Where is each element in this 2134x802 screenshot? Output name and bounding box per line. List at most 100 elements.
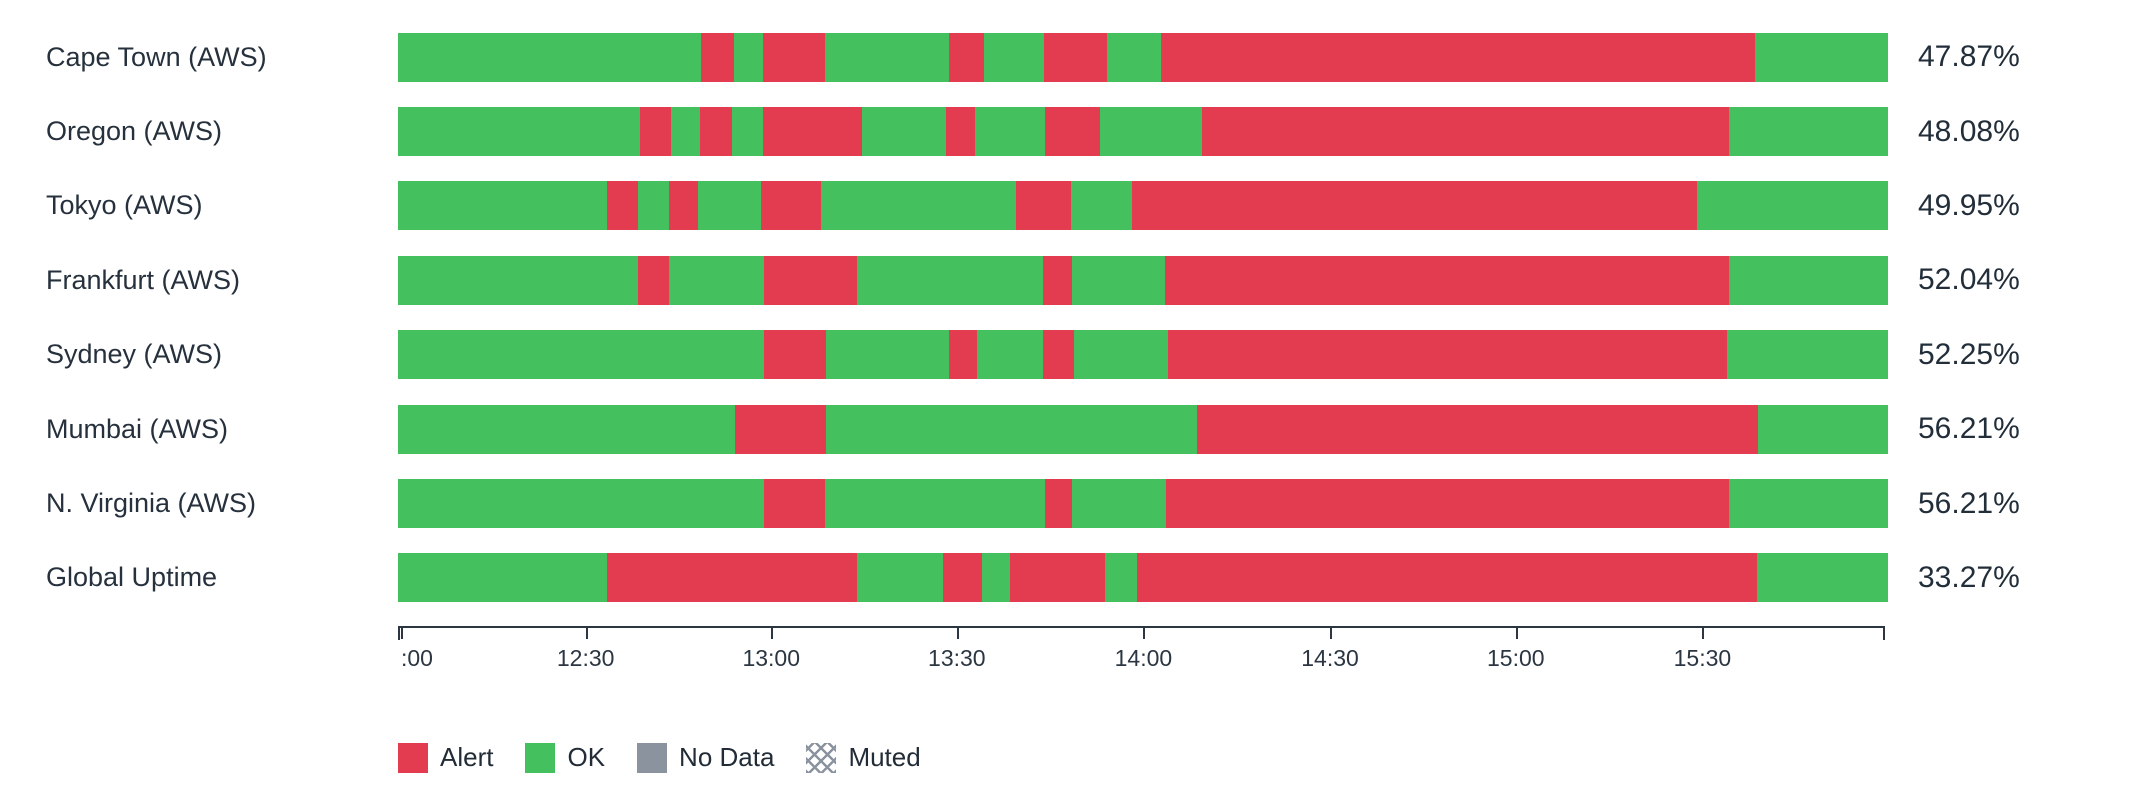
row-label: Oregon (AWS): [46, 116, 223, 147]
segment-alert[interactable]: [638, 255, 670, 305]
segment-ok[interactable]: [1757, 553, 1888, 603]
segment-ok[interactable]: [733, 32, 764, 82]
segment-alert[interactable]: [700, 107, 733, 157]
segment-ok[interactable]: [732, 107, 764, 157]
segment-ok[interactable]: [1072, 255, 1165, 305]
segment-alert[interactable]: [1137, 553, 1758, 603]
segment-alert[interactable]: [669, 181, 699, 231]
segment-alert[interactable]: [1167, 330, 1727, 380]
segment-alert[interactable]: [1197, 404, 1759, 454]
segment-alert[interactable]: [1165, 479, 1729, 529]
uptime-status-chart: Cape Town (AWS) 47.87% Oregon (AWS) 48.08% T…: [0, 32, 2134, 773]
segment-alert[interactable]: [1042, 255, 1073, 305]
axis-tick: [1702, 626, 1705, 640]
segment-alert[interactable]: [763, 330, 826, 380]
segment-ok[interactable]: [824, 479, 1045, 529]
segment-alert[interactable]: [1132, 181, 1697, 231]
segment-alert[interactable]: [763, 107, 862, 157]
segment-ok[interactable]: [824, 32, 949, 82]
segment-ok[interactable]: [1697, 181, 1888, 231]
segment-alert[interactable]: [945, 107, 976, 157]
segment-ok[interactable]: [982, 553, 1011, 603]
segment-alert[interactable]: [607, 181, 639, 231]
legend-item-alert[interactable]: Alert: [398, 742, 493, 773]
segment-alert[interactable]: [1164, 255, 1729, 305]
segment-ok[interactable]: [821, 181, 1017, 231]
segment-alert[interactable]: [948, 330, 977, 380]
segment-ok[interactable]: [1100, 107, 1203, 157]
uptime-value: 48.08%: [1918, 114, 2020, 148]
segment-ok[interactable]: [670, 107, 700, 157]
segment-ok[interactable]: [857, 255, 1043, 305]
status-row: Tokyo (AWS) 49.95%: [0, 169, 2134, 243]
segment-alert[interactable]: [1045, 107, 1100, 157]
legend-label: Alert: [440, 742, 494, 773]
legend-item-muted[interactable]: Muted: [806, 742, 921, 773]
segment-ok[interactable]: [976, 330, 1043, 380]
segment-ok[interactable]: [825, 330, 949, 380]
segment-alert[interactable]: [701, 32, 734, 82]
segment-ok[interactable]: [1754, 32, 1888, 82]
status-bar: [398, 181, 1888, 231]
legend-item-no_data[interactable]: No Data: [637, 742, 774, 773]
segment-ok[interactable]: [861, 107, 946, 157]
segment-alert[interactable]: [1016, 181, 1072, 231]
segment-alert[interactable]: [1042, 330, 1074, 380]
segment-ok[interactable]: [398, 181, 608, 231]
row-label: Tokyo (AWS): [46, 190, 203, 221]
segment-ok[interactable]: [398, 255, 639, 305]
legend-label: No Data: [679, 742, 775, 773]
segment-ok[interactable]: [1729, 107, 1888, 157]
segment-ok[interactable]: [398, 553, 608, 603]
segment-ok[interactable]: [1728, 479, 1888, 529]
segment-alert[interactable]: [943, 553, 983, 603]
segment-ok[interactable]: [1071, 479, 1166, 529]
segment-ok[interactable]: [983, 32, 1044, 82]
segment-ok[interactable]: [1071, 181, 1133, 231]
segment-alert[interactable]: [948, 32, 984, 82]
segment-alert[interactable]: [1043, 32, 1107, 82]
segment-alert[interactable]: [1044, 479, 1072, 529]
no_data-swatch-icon: [637, 742, 668, 773]
segment-ok[interactable]: [1726, 330, 1888, 380]
legend: Alert OK No Data Muted: [398, 742, 2134, 773]
ok-swatch-icon: [525, 742, 556, 773]
legend-label: Muted: [848, 742, 921, 773]
segment-ok[interactable]: [1107, 32, 1161, 82]
uptime-value: 47.87%: [1918, 40, 2020, 74]
segment-ok[interactable]: [975, 107, 1046, 157]
segment-alert[interactable]: [607, 553, 858, 603]
segment-ok[interactable]: [1728, 255, 1888, 305]
segment-ok[interactable]: [1105, 553, 1138, 603]
uptime-value: 52.25%: [1918, 337, 2020, 371]
segment-alert[interactable]: [639, 107, 671, 157]
segment-ok[interactable]: [698, 181, 762, 231]
segment-alert[interactable]: [763, 479, 825, 529]
uptime-value: 49.95%: [1918, 188, 2020, 222]
segment-ok[interactable]: [398, 32, 702, 82]
segment-ok[interactable]: [398, 479, 764, 529]
status-bar: [398, 255, 1888, 305]
segment-alert[interactable]: [1202, 107, 1730, 157]
axis-tick-label: 14:00: [1114, 645, 1173, 672]
segment-ok[interactable]: [398, 404, 736, 454]
segment-ok[interactable]: [1758, 404, 1888, 454]
segment-ok[interactable]: [857, 553, 943, 603]
segment-alert[interactable]: [761, 181, 822, 231]
segment-alert[interactable]: [735, 404, 827, 454]
segment-ok[interactable]: [398, 107, 640, 157]
segment-ok[interactable]: [826, 404, 1198, 454]
segment-ok[interactable]: [638, 181, 669, 231]
status-bar: [398, 330, 1888, 380]
segment-ok[interactable]: [1073, 330, 1168, 380]
legend-item-ok[interactable]: OK: [525, 742, 605, 773]
segment-alert[interactable]: [1010, 553, 1106, 603]
uptime-value: 33.27%: [1918, 560, 2020, 594]
segment-alert[interactable]: [1160, 32, 1755, 82]
status-row: Frankfurt (AWS) 52.04%: [0, 243, 2134, 317]
segment-ok[interactable]: [669, 255, 765, 305]
status-bar: [398, 553, 1888, 603]
segment-ok[interactable]: [398, 330, 764, 380]
segment-alert[interactable]: [763, 32, 825, 82]
segment-alert[interactable]: [764, 255, 858, 305]
